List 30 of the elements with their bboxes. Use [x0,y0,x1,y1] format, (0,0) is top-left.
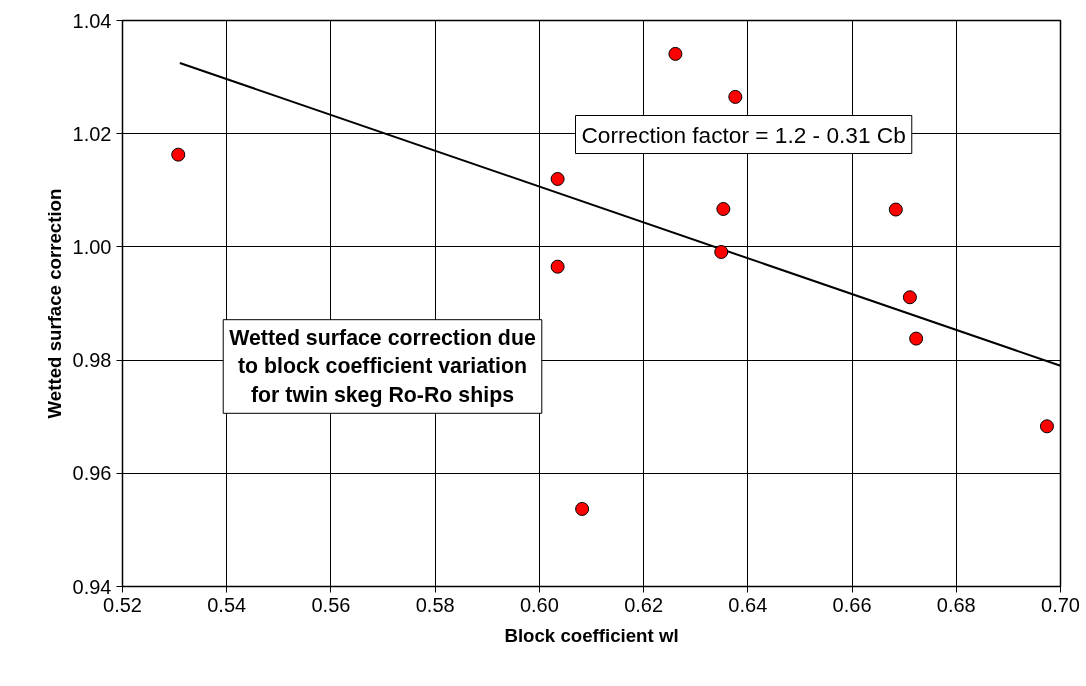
point [668,46,683,61]
y-tick-label: 0.98 [72,349,112,372]
annotation: Wetted surface correction due to block coefficient variation for twin skeg Ro-Ro ships [229,325,536,408]
y-tick-label: 1.00 [72,235,112,258]
y-tick-label: 1.02 [72,122,112,145]
point [1039,419,1054,434]
point [550,259,565,274]
x-tick-label: 0.66 [832,593,872,616]
x-tick-label: 0.70 [1041,593,1080,616]
y-tick-label: 1.04 [72,9,112,32]
point [550,171,565,186]
x-tick-label: 0.56 [311,593,351,616]
point [909,331,924,346]
x-tick-label: 0.60 [519,593,559,616]
x-axis-title: Block coefficient wl [504,624,679,646]
point [575,501,590,516]
annotation: Correction factor = 1.2 - 0.31 Cb [581,121,906,148]
x-tick-label: 0.64 [728,593,768,616]
point [728,89,743,104]
y-axis-title: Wetted surface correction [43,188,65,419]
point [716,201,731,216]
y-tick-label: 0.96 [72,462,112,485]
x-tick-label: 0.54 [207,593,247,616]
x-tick-label: 0.62 [624,593,664,616]
point [714,245,729,259]
point [888,202,903,217]
point [902,290,917,305]
x-tick-label: 0.68 [936,593,976,616]
point [171,147,186,162]
x-tick-label: 0.58 [415,593,455,616]
